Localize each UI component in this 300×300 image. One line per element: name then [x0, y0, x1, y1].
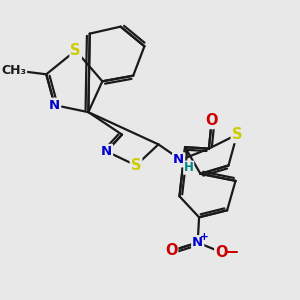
- Text: CH₃: CH₃: [2, 64, 26, 76]
- Text: +: +: [200, 232, 208, 242]
- Text: N: N: [101, 145, 112, 158]
- Text: S: S: [232, 127, 242, 142]
- Text: O: O: [165, 243, 177, 258]
- Text: N: N: [173, 153, 184, 166]
- Text: −: −: [224, 242, 238, 260]
- Text: O: O: [215, 245, 228, 260]
- Text: H: H: [184, 161, 194, 174]
- Text: S: S: [70, 43, 81, 58]
- Text: S: S: [131, 158, 141, 173]
- Text: N: N: [192, 236, 203, 249]
- Text: N: N: [49, 99, 60, 112]
- Text: O: O: [206, 113, 218, 128]
